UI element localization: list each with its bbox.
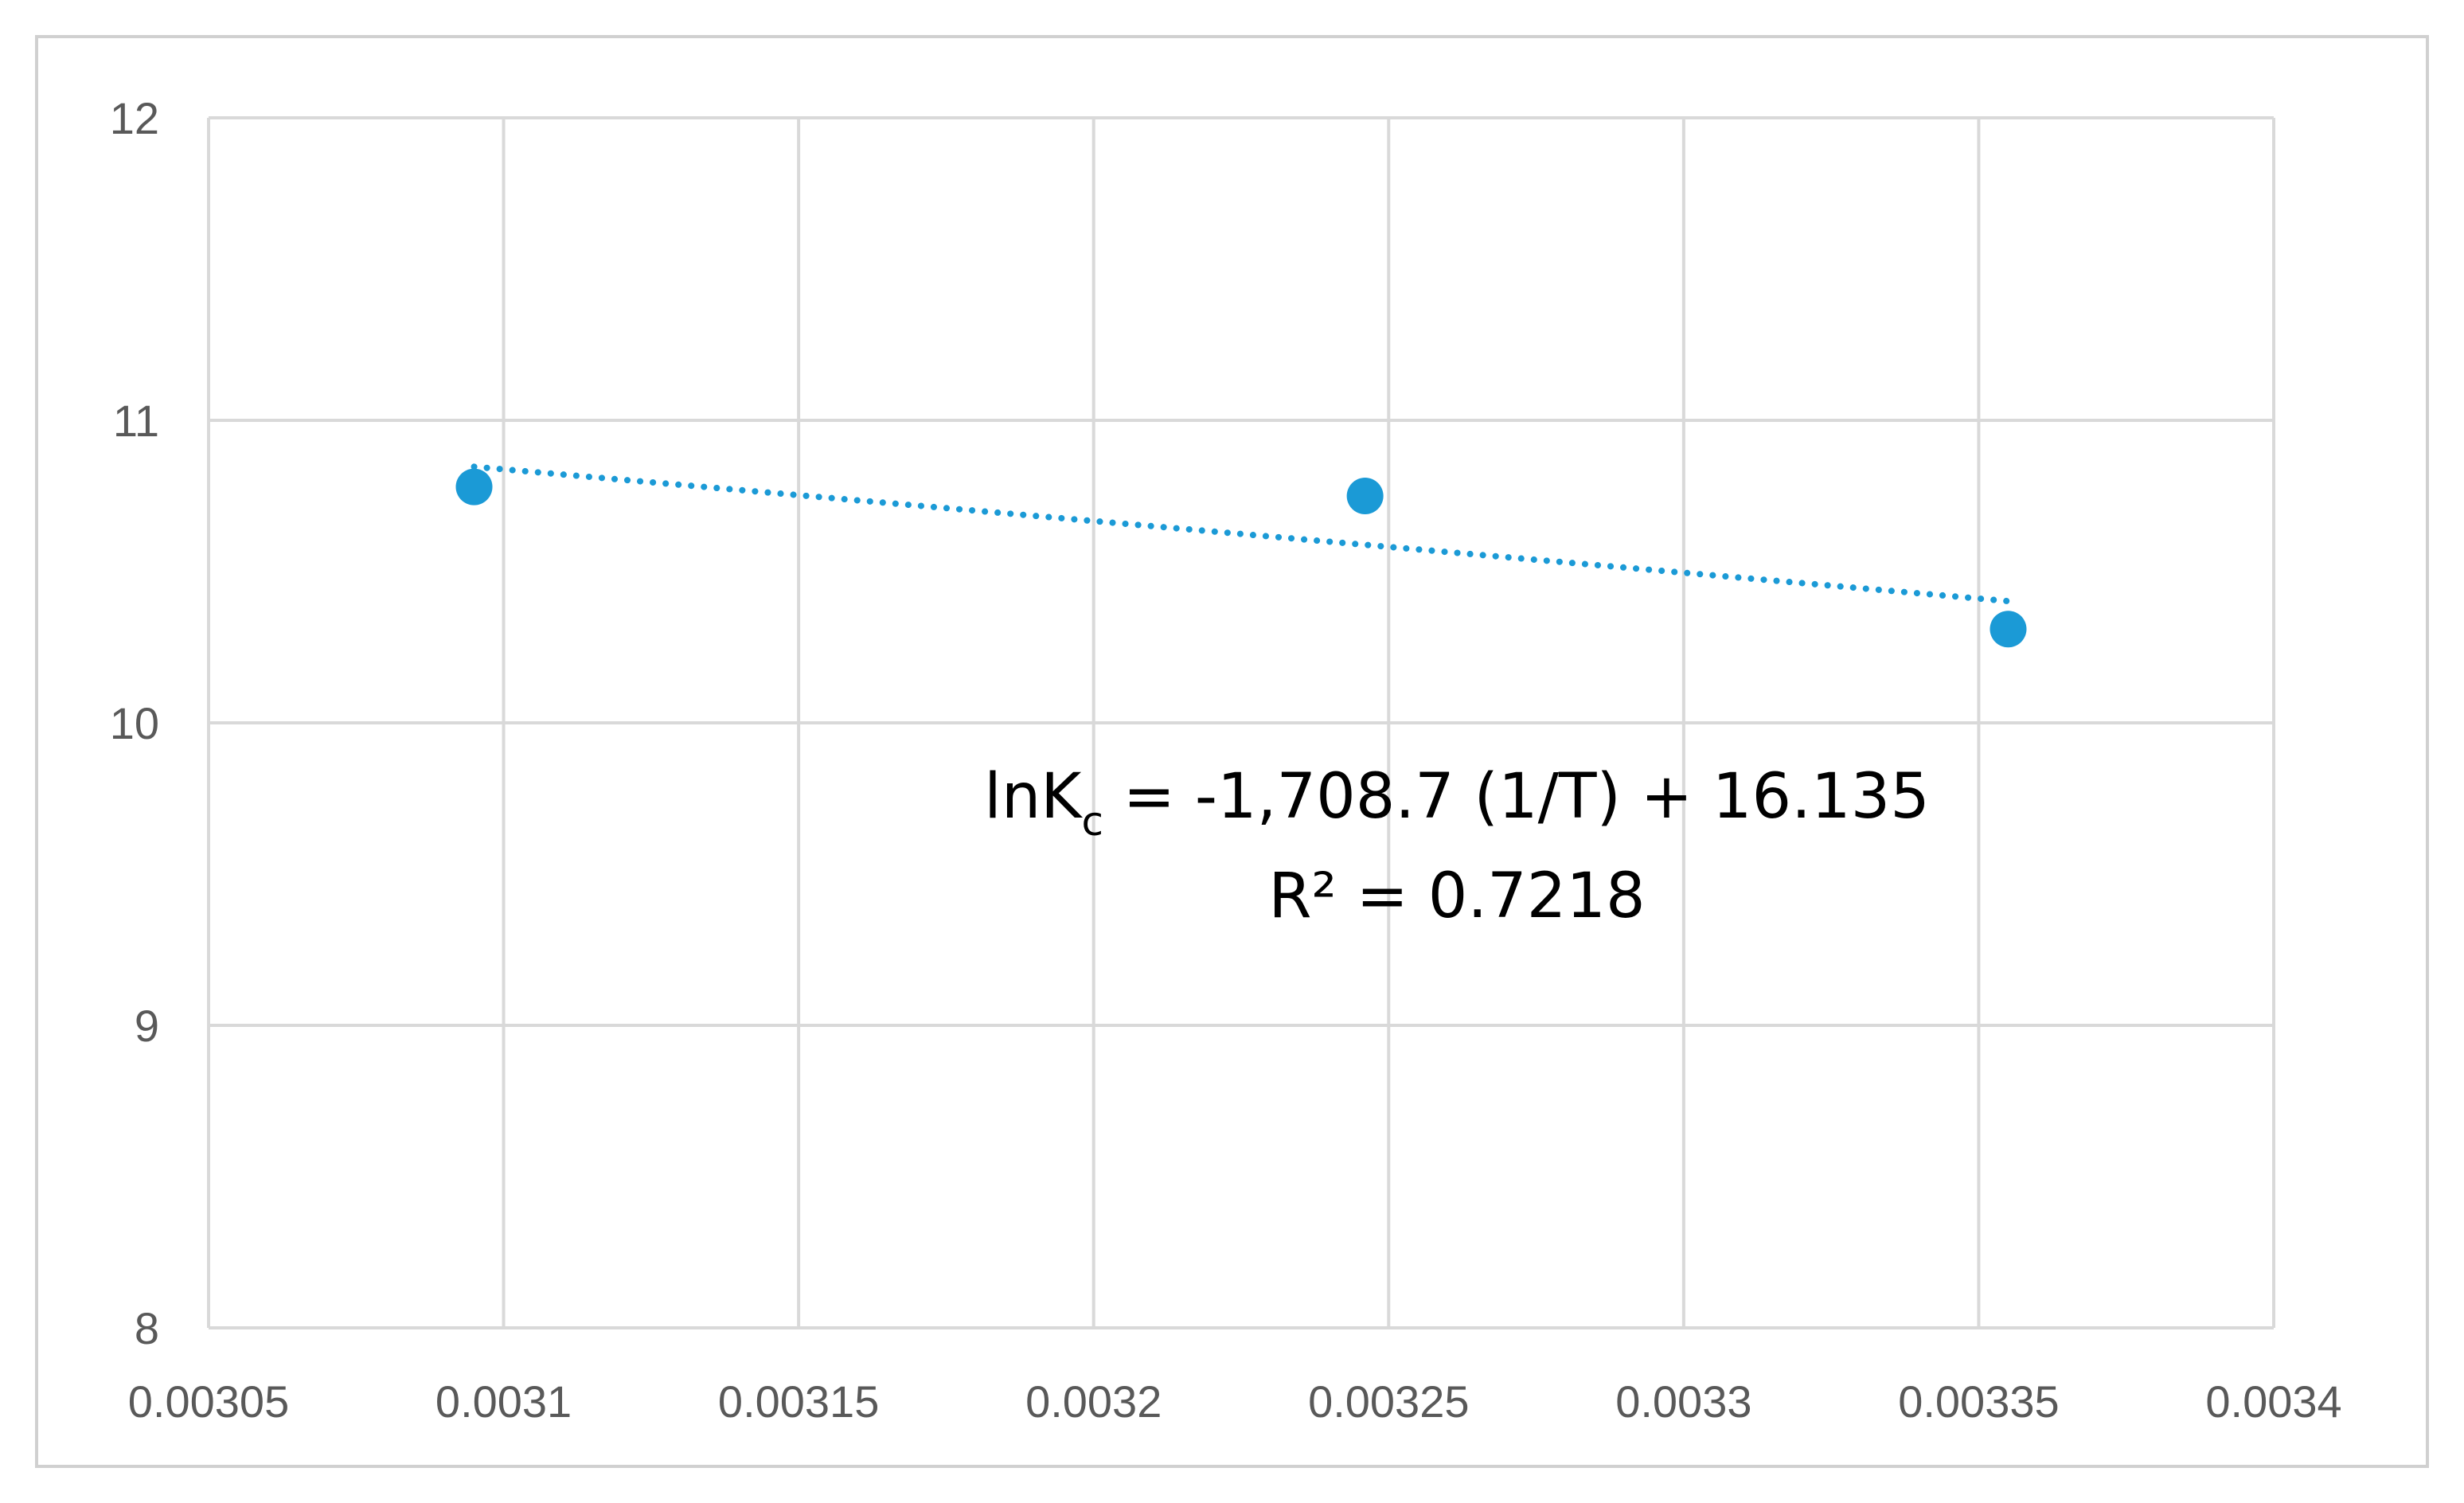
- data-point: [1346, 478, 1384, 514]
- y-axis-tick-labels: 8 9 10 11 12: [110, 93, 159, 1353]
- x-tick-label: 0.00305: [128, 1376, 289, 1427]
- equation-prefix: lnK: [984, 761, 1083, 833]
- y-tick-label: 9: [135, 1001, 159, 1051]
- x-tick-label: 0.0033: [1615, 1376, 1751, 1427]
- equation-rest: = -1,708.7 (1/T) + 16.135: [1103, 761, 1930, 833]
- x-tick-label: 0.00315: [718, 1376, 879, 1427]
- y-tick-label: 10: [110, 698, 159, 748]
- x-tick-label: 0.0032: [1025, 1376, 1162, 1427]
- y-tick-label: 8: [135, 1303, 159, 1353]
- trendline-line: [471, 463, 2012, 605]
- x-tick-label: 0.0031: [435, 1376, 572, 1427]
- x-tick-label: 0.00335: [1898, 1376, 2059, 1427]
- trendline: [471, 463, 2012, 605]
- y-tick-label: 11: [113, 396, 159, 446]
- x-axis-tick-labels: 0.00305 0.0031 0.00315 0.0032 0.00325 0.0033 0…: [128, 1376, 2342, 1427]
- x-tick-label: 0.00325: [1308, 1376, 1469, 1427]
- chart-area-border: [35, 35, 2429, 1468]
- data-point: [455, 468, 493, 506]
- data-point: [1990, 611, 2027, 648]
- x-tick-label: 0.0034: [2205, 1376, 2341, 1427]
- equation-subscript: c: [1081, 798, 1103, 845]
- y-tick-label: 12: [110, 93, 159, 143]
- trendline-equation: lnKc = -1,708.7 (1/T) + 16.135 R² = 0.72…: [984, 761, 1930, 932]
- data-points: [455, 468, 2027, 648]
- r-squared-label: R² = 0.7218: [1268, 861, 1645, 932]
- equation-label: lnKc = -1,708.7 (1/T) + 16.135: [984, 761, 1930, 845]
- gridlines: [207, 116, 2275, 1329]
